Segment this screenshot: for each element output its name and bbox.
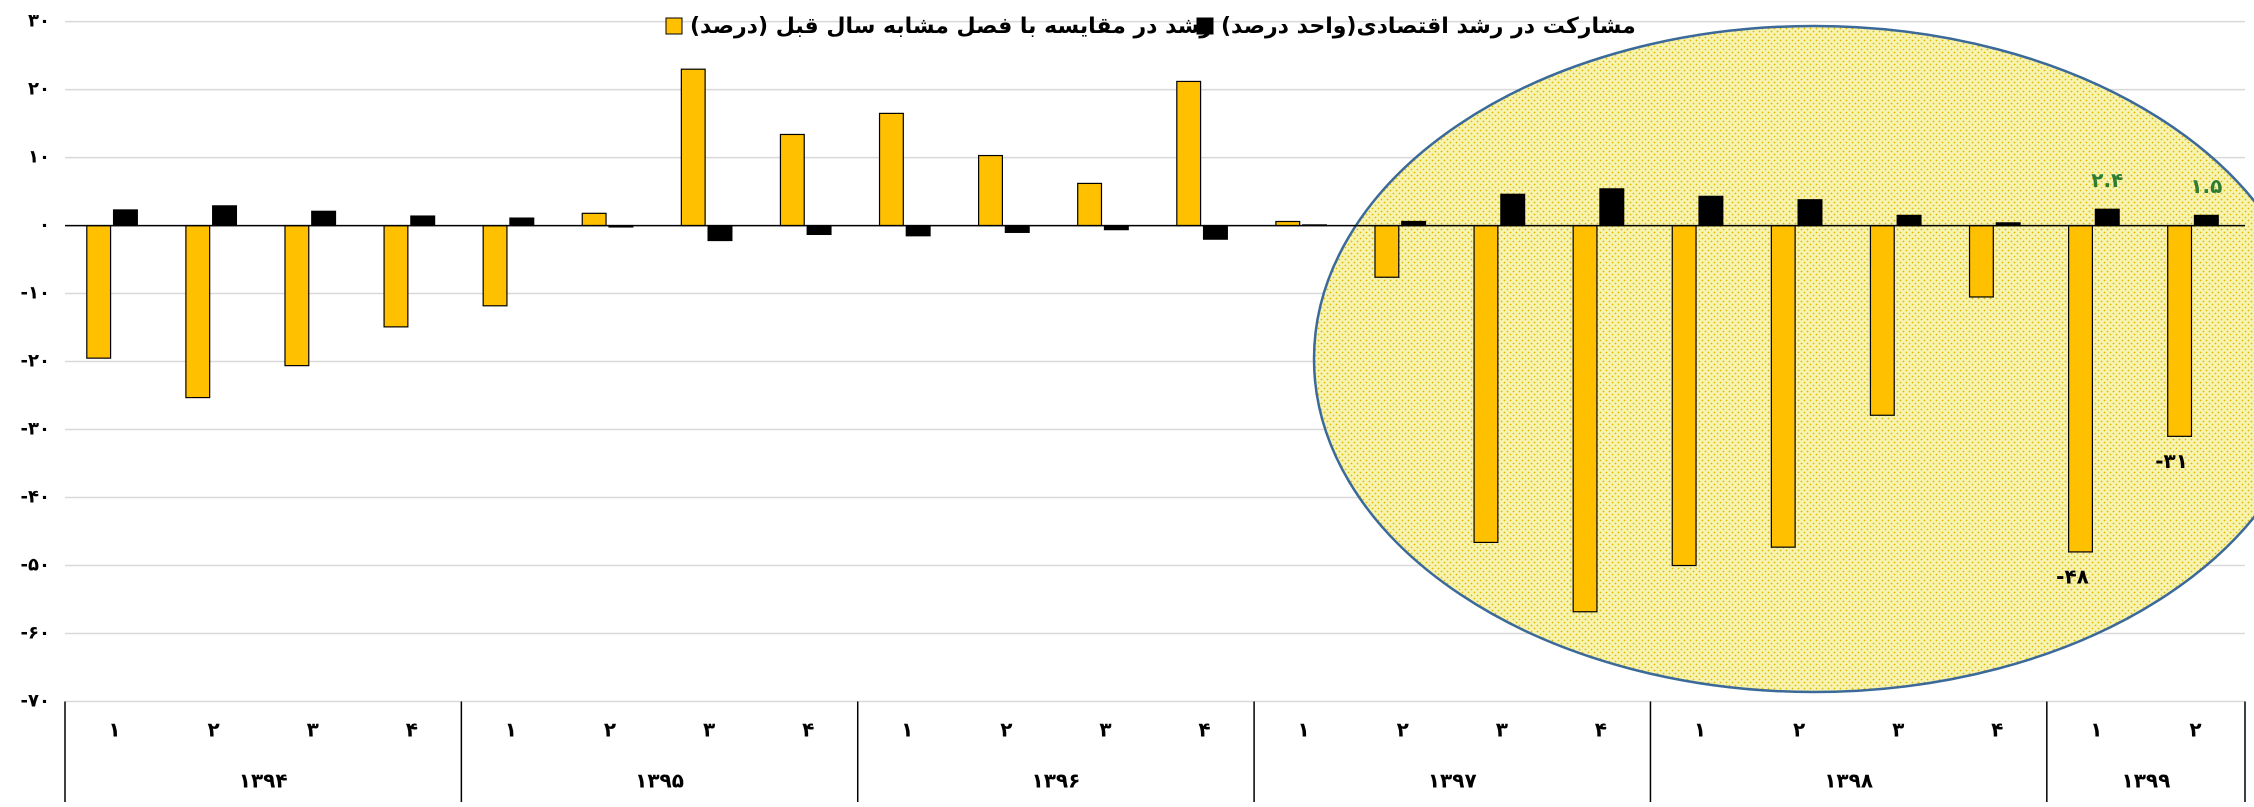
bar <box>1797 199 1823 227</box>
x-tick-label: ۲ <box>604 718 616 742</box>
bar <box>1176 80 1202 227</box>
x-tick-label: ۴ <box>802 718 814 742</box>
legend-swatch <box>665 17 683 35</box>
bar <box>1671 224 1697 567</box>
x-tick-label: ۱ <box>2090 718 2102 742</box>
group-label: ۱۳۹۴ <box>239 769 288 793</box>
bar <box>1473 224 1499 544</box>
y-tick-label: -۶۰ <box>21 623 50 644</box>
x-tick-label: ۱ <box>901 718 913 742</box>
x-tick-label: ۳ <box>307 718 319 742</box>
bar <box>878 112 904 227</box>
x-tick-label: ۴ <box>1198 718 1210 742</box>
x-tick-label: ۱ <box>1694 718 1706 742</box>
bar <box>1004 224 1030 233</box>
group-label: ۱۳۹۹ <box>2121 769 2170 793</box>
y-tick-label: ۰ <box>39 215 50 236</box>
bar <box>707 224 733 242</box>
legend-swatch <box>1196 17 1214 35</box>
bar <box>112 209 138 227</box>
group-label: ۱۳۹۵ <box>635 769 684 793</box>
x-tick-label: ۲ <box>208 718 220 742</box>
y-tick-label: -۴۰ <box>21 487 50 508</box>
y-tick-label: -۳۰ <box>21 419 50 440</box>
bar <box>581 212 607 227</box>
bar <box>2068 224 2093 553</box>
y-tick-label: -۲۰ <box>21 351 50 372</box>
legend-label: رشد در مقایسه با فصل مشابه سال قبل (درصد… <box>690 14 1212 39</box>
y-tick-label: -۵۰ <box>21 555 50 576</box>
group-label: ۱۳۹۷ <box>1428 769 1477 793</box>
bar <box>1968 224 1994 298</box>
bar <box>806 224 832 236</box>
bar <box>383 224 409 328</box>
x-tick-label: ۴ <box>1991 718 2003 742</box>
bar <box>1077 182 1103 227</box>
bar <box>509 217 535 227</box>
bar <box>1572 224 1598 613</box>
y-tick-label: -۷۰ <box>21 691 50 712</box>
value-label: ۲.۴ <box>2091 168 2123 192</box>
y-tick-label: ۲۰ <box>28 79 50 100</box>
x-tick-label: ۲ <box>2189 718 2201 742</box>
x-tick-label: ۳ <box>703 718 715 742</box>
bar <box>1896 214 1922 227</box>
bar <box>185 224 211 399</box>
x-tick-label: ۱ <box>505 718 517 742</box>
x-tick-label: ۳ <box>1892 718 1904 742</box>
bar <box>1869 224 1895 416</box>
x-tick-label: ۴ <box>1595 718 1607 742</box>
bar <box>1770 224 1796 548</box>
bar <box>2094 208 2120 227</box>
bar <box>284 224 310 367</box>
group-label: ۱۳۹۸ <box>1824 769 1873 793</box>
bar <box>410 215 436 227</box>
x-tick-label: ۴ <box>406 718 418 742</box>
bar <box>1374 224 1400 278</box>
x-tick-label: ۳ <box>1099 718 1111 742</box>
bar <box>212 205 238 227</box>
value-label: -۳۱ <box>2155 449 2188 473</box>
bar <box>905 224 931 237</box>
legend-label: مشارکت در رشد اقتصادی(واحد درصد) <box>1221 14 1636 39</box>
y-tick-label: ۳۰ <box>28 11 50 32</box>
bar <box>1500 193 1526 227</box>
x-tick-label: ۳ <box>1496 718 1508 742</box>
group-label: ۱۳۹۶ <box>1031 769 1080 793</box>
bar <box>1599 188 1625 227</box>
x-tick-label: ۲ <box>1793 718 1805 742</box>
bar <box>978 154 1003 227</box>
x-tick-label: ۱ <box>108 718 120 742</box>
x-tick-label: ۱ <box>1298 718 1310 742</box>
y-tick-label: -۱۰ <box>21 283 50 304</box>
y-tick-label: ۱۰ <box>28 147 50 168</box>
value-label: ۱.۵ <box>2190 174 2222 198</box>
bar <box>680 68 706 227</box>
bar <box>1698 195 1724 227</box>
x-tick-label: ۲ <box>1000 718 1012 742</box>
bar <box>482 224 508 307</box>
bar <box>1202 224 1228 240</box>
bar <box>779 133 805 227</box>
bar <box>311 210 337 227</box>
bar <box>86 224 112 359</box>
bar <box>2193 214 2219 227</box>
x-tick-label: ۲ <box>1397 718 1409 742</box>
bar <box>2167 224 2193 437</box>
value-label: -۴۸ <box>2056 564 2089 588</box>
